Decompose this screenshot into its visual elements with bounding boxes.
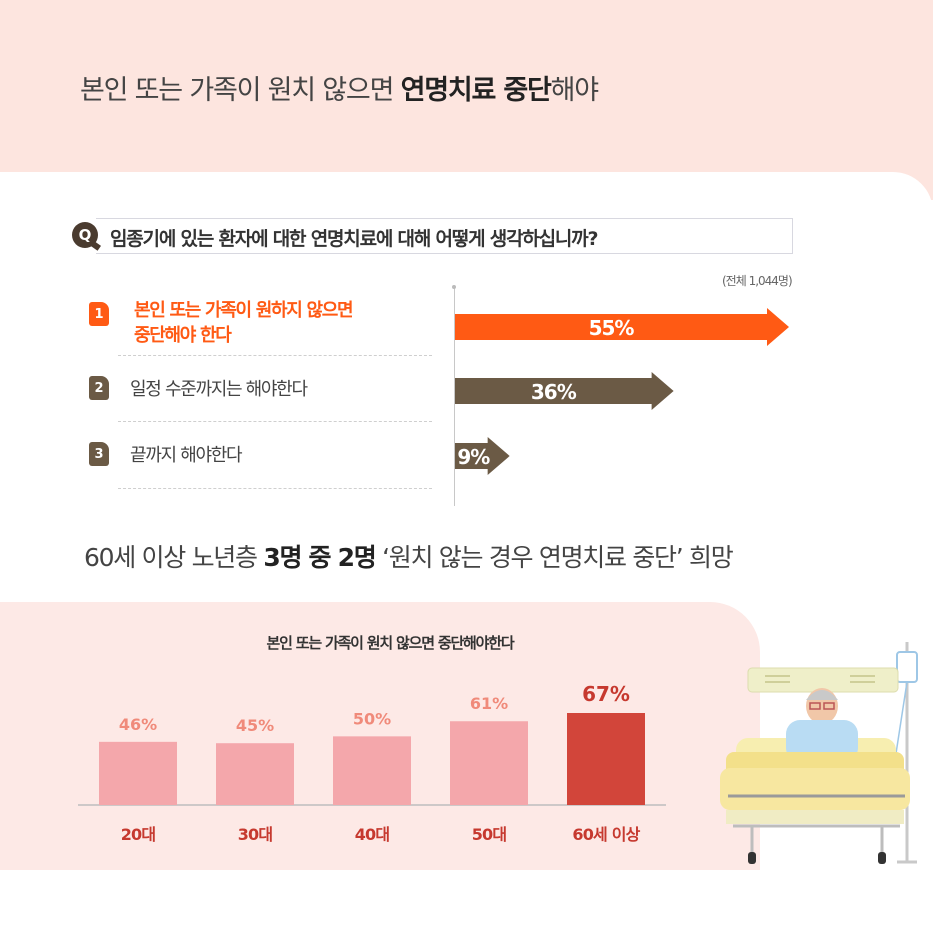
option-divider bbox=[118, 355, 432, 356]
age-value-label: 67% bbox=[582, 682, 630, 706]
age-bar bbox=[216, 743, 294, 805]
age-bar bbox=[99, 741, 177, 805]
opinion-value-label: 55% bbox=[589, 316, 635, 340]
age-category-label: 60세 이상 bbox=[572, 825, 640, 844]
question-box bbox=[96, 218, 793, 254]
axis-dot bbox=[452, 285, 456, 289]
age-value-label: 50% bbox=[353, 709, 391, 728]
opinion-bar bbox=[455, 372, 674, 410]
age-category-label: 40대 bbox=[355, 825, 390, 844]
option-divider bbox=[118, 421, 432, 422]
age-category-label: 50대 bbox=[472, 825, 507, 844]
option-number-2: 2 bbox=[89, 376, 109, 400]
age-category-label: 20대 bbox=[121, 825, 156, 844]
age-chart-title: 본인 또는 가족이 원치 않으면 중단해야한다 bbox=[266, 634, 515, 652]
age-value-label: 46% bbox=[119, 715, 157, 734]
page-title: 본인 또는 가족이 원치 않으면 연명치료 중단해야 bbox=[80, 75, 599, 106]
option-label-3: 끝까지 해야한다 bbox=[130, 445, 243, 466]
option-label-2: 일정 수준까지는 해야한다 bbox=[130, 379, 308, 400]
question-icon: Q bbox=[72, 222, 98, 248]
header-band bbox=[0, 0, 933, 200]
section-subhead: 60세 이상 노년층 3명 중 2명 ‘원치 않는 경우 연명치료 중단’ 희망 bbox=[84, 543, 734, 572]
option-number-3: 3 bbox=[89, 442, 109, 466]
opinion-value-label: 9% bbox=[457, 445, 490, 469]
total-respondents-note: (전체 1,044명) bbox=[722, 274, 793, 288]
age-value-label: 45% bbox=[236, 716, 274, 735]
opinion-bar bbox=[455, 437, 510, 475]
opinion-chart-axis bbox=[454, 288, 455, 506]
question-text: 임종기에 있는 환자에 대한 연명치료에 대해 어떻게 생각하십니까? bbox=[110, 228, 598, 250]
option-number-1: 1 bbox=[89, 302, 109, 326]
subhead-emphasis: 3명 중 2명 bbox=[263, 543, 376, 572]
age-value-label: 61% bbox=[470, 694, 508, 713]
option-divider bbox=[118, 488, 432, 489]
opinion-bar bbox=[455, 308, 789, 346]
opinion-value-label: 36% bbox=[531, 380, 577, 404]
age-category-label: 30대 bbox=[238, 825, 273, 844]
age-bar bbox=[567, 713, 645, 805]
age-bar bbox=[333, 736, 411, 805]
option-label-1: 본인 또는 가족이 원하지 않으면 중단해야 한다 bbox=[134, 300, 354, 346]
headline-emphasis: 연명치료 중단 bbox=[400, 75, 552, 106]
age-bar bbox=[450, 721, 528, 805]
